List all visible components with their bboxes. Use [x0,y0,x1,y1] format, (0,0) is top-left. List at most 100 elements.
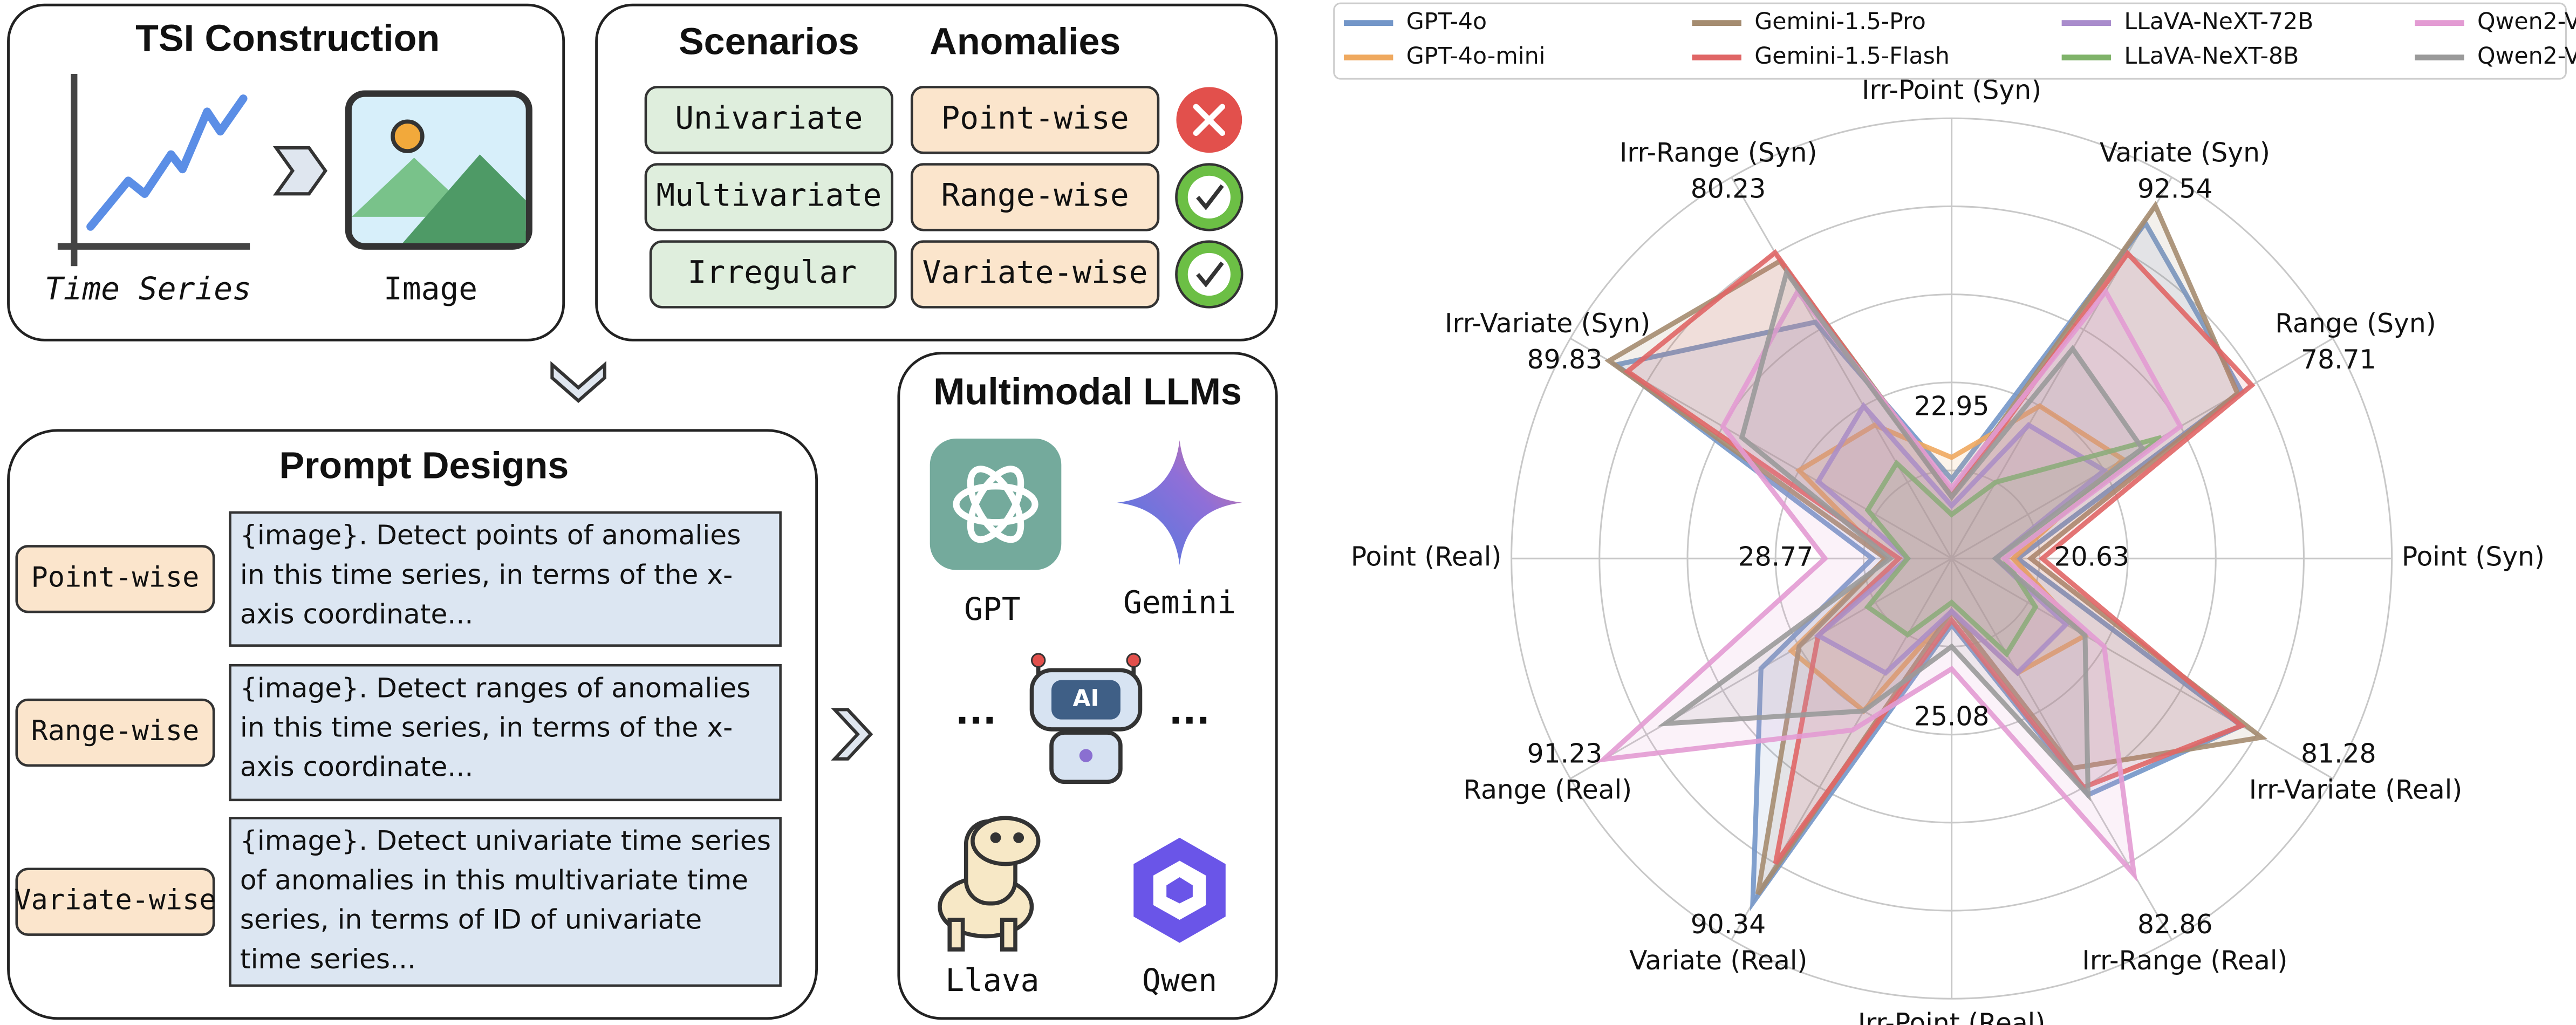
gpt-logo [930,438,1062,570]
legend-label: Qwen2-VL-7B-Instruct [2477,43,2576,70]
model-name: Llava [945,962,1039,999]
anomaly: Point-wise [941,99,1129,136]
spoke [1731,176,1952,559]
axis-label: Irr-Point (Syn) [1862,76,2041,106]
axis-label: Irr-Range (Real) [2082,946,2288,976]
axis-label: Irr-Range (Syn) [1620,138,1817,168]
prompt-label-box [15,698,215,767]
prompt-label-box [15,867,215,936]
max-value-label: 89.83 [1527,345,1602,375]
prompt-line: axis coordinate... [240,598,473,630]
llm-panel: Multimodal LLMs GPT Gemini ··· ··· AI [897,352,1278,1020]
max-value-label: 81.28 [2301,739,2376,769]
model-name: GPT [964,591,1020,627]
panel-title: TSI Construction [135,17,440,59]
spoke [1951,557,2334,780]
legend-label: GPT-4o-mini [1406,43,1546,70]
model-name: Qwen [1142,962,1217,999]
legend-label: Qwen2-VL-72B-Instruct [2477,8,2576,35]
check-icon [1187,252,1231,296]
series-area [1596,287,2184,882]
max-value-label: 28.77 [1738,542,1813,572]
column-title: Scenarios [679,20,859,63]
prompt-line: in this time series, in terms of the x- [240,711,733,743]
legend-label: LLaVA-NeXT-72B [2124,8,2313,35]
llama-icon [938,816,1041,952]
prompt-line: time series... [240,943,416,975]
image-icon [402,154,526,243]
legend-label: Gemini-1.5-Flash [1754,43,1950,70]
axis-label: Range (Syn) [2275,309,2436,339]
axis-label: Variate (Real) [1629,946,1807,976]
max-value-label: 92.54 [2137,174,2212,204]
series-area [1657,266,2146,802]
prompt-label: Variate-wise [15,884,216,917]
panel-title: Prompt Designs [279,444,569,486]
chevron [831,708,873,761]
prompt-label: Point-wise [31,561,200,593]
axis-label: Variate (Syn) [2100,138,2270,168]
model-name: Gemini [1123,584,1236,621]
scenario: Multivariate [656,176,882,213]
radar-chart: Irr-Point (Syn) 22.95 Variate (Syn) 92.54 Ra… [1333,2,2576,1025]
prompt-line: of anomalies in this multivariate time [240,864,748,896]
gemini-logo [1117,440,1242,565]
ellipsis: ··· [955,699,996,741]
prompt-line: series, in terms of ID of univariate [240,904,702,935]
legend-label: Gemini-1.5-Pro [1754,8,1926,35]
prompt-label-box [15,545,215,613]
axis-label: Point (Syn) [2402,542,2545,572]
max-value-label: 82.86 [2137,910,2212,940]
check-icon [1187,175,1231,218]
axis-label: Irr-Variate (Syn) [1445,309,1650,339]
scenario-box [644,86,893,154]
max-value-label: 78.71 [2301,345,2376,375]
prompt-label: Range-wise [31,715,200,747]
panel-box [7,3,565,341]
column-title: Anomalies [930,20,1120,63]
prompt-panel: Prompt Designs Point-wise {image}. Detect… [7,429,818,1020]
scenario-box [649,240,897,309]
prompt-line: {image}. Detect ranges of anomalies [240,672,750,703]
check-icon [1196,261,1224,288]
robot-icon [1029,653,1143,784]
max-value-label: 25.08 [1914,701,1989,732]
icon-caption: Time Series [45,270,251,307]
chevron [550,361,606,403]
robot-label: AI [1073,685,1099,712]
prompt-line: {image}. Detect points of anomalies [240,519,741,551]
prompt-line: in this time series, in terms of the x- [240,558,733,590]
scenario: Univariate [675,99,863,136]
anomaly-box [910,163,1160,231]
ellipsis: ··· [1169,699,1210,741]
prompt-line: {image}. Detect univariate time series [240,825,771,857]
prompt-text-box [229,664,782,802]
legend-box [1333,2,2567,80]
spoke [1951,176,2172,559]
check-icon [1196,184,1224,210]
max-value-label: 22.95 [1914,392,1989,422]
axis-label: Irr-Variate (Real) [2249,775,2462,805]
icon-series [86,94,248,231]
max-value-label: 91.23 [1527,739,1602,769]
anomaly-box [910,86,1160,154]
anomaly-box [910,240,1160,309]
scenario: Irregular [688,254,857,291]
taxonomy-panel: Scenarios Anomalies Univariate Multivari… [595,3,1278,341]
axis-label: Range (Real) [1463,775,1632,805]
series-area [1623,249,2256,865]
panel-title: Multimodal LLMs [933,370,1242,412]
icon-caption: Image [384,270,477,307]
anomaly: Variate-wise [923,254,1148,291]
cross-icon [1193,104,1226,136]
prompt-text-box [229,817,782,987]
prompt-line: axis coordinate... [240,751,473,783]
max-value-label: 80.23 [1691,174,1766,204]
axis-label: Point (Real) [1351,542,1501,572]
max-value-label: 90.34 [1691,910,1766,940]
axis-label: Irr-Point (Real) [1858,1008,2045,1025]
anomaly: Range-wise [941,176,1129,213]
legend-label: LLaVA-NeXT-8B [2124,43,2299,70]
legend-label: GPT-4o [1406,8,1487,35]
